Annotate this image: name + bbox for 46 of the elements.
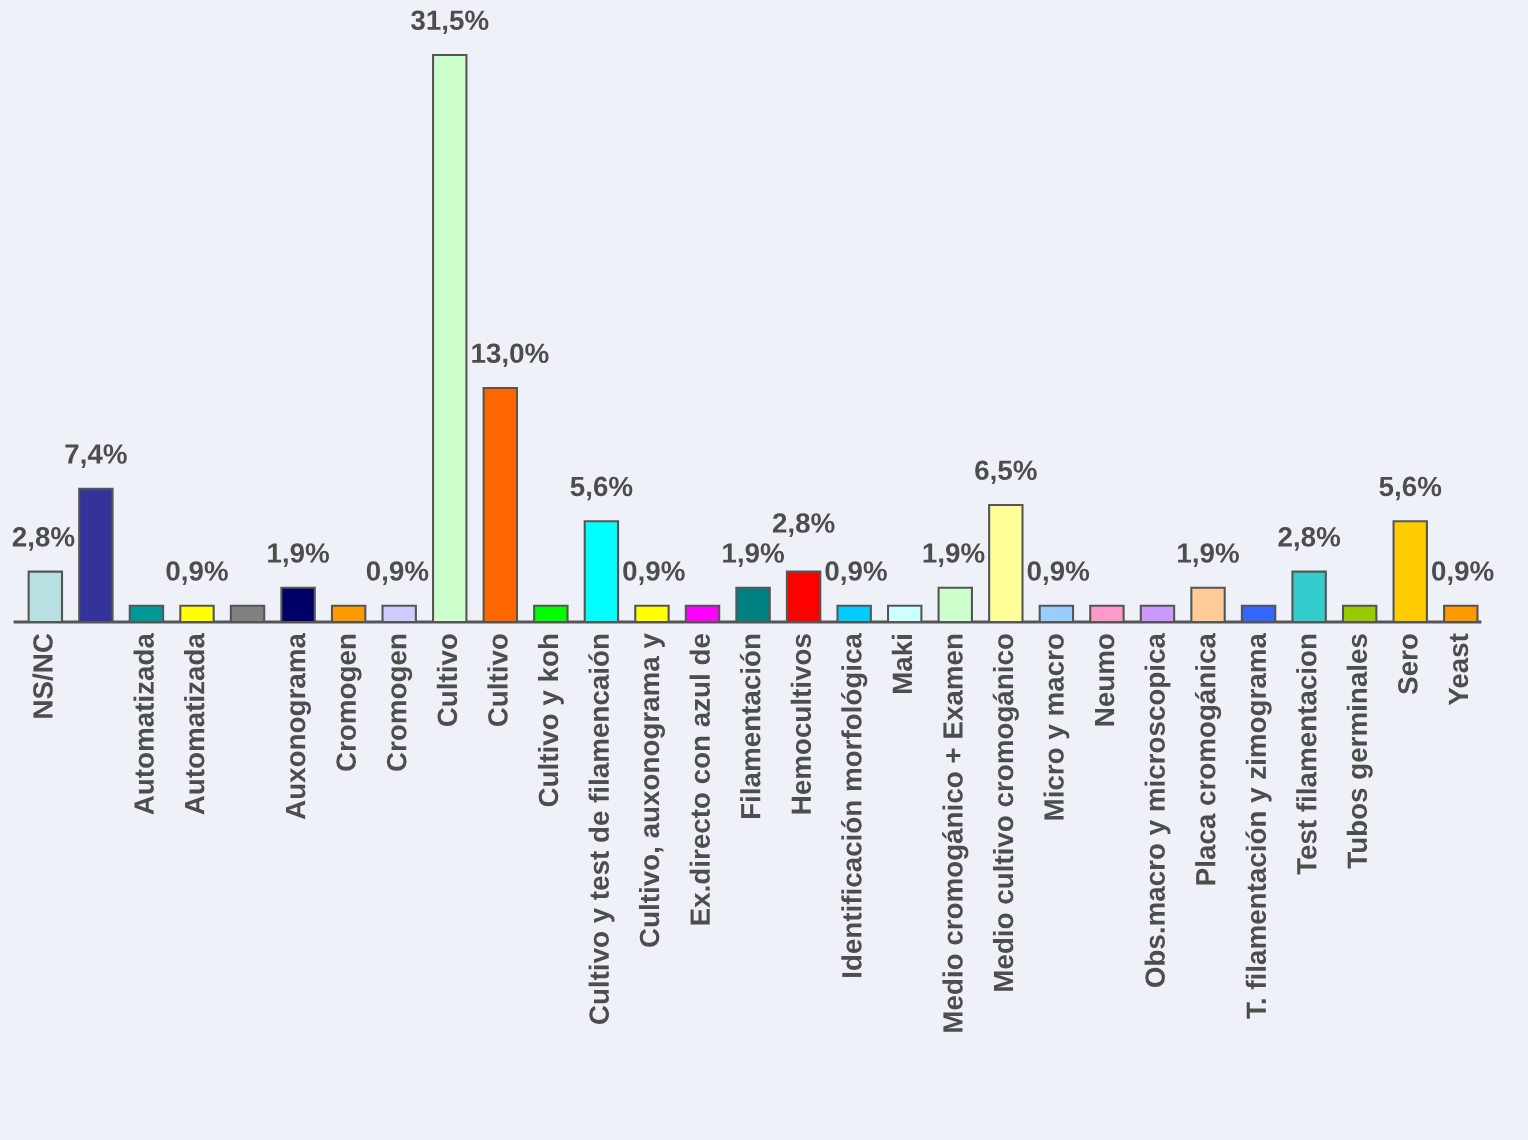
data-label: 1,9% bbox=[1178, 543, 1239, 567]
data-label: 7,4% bbox=[65, 444, 127, 468]
data-label: 13,0% bbox=[472, 343, 549, 368]
x-tick-label: Test filamentacion bbox=[1296, 634, 1317, 875]
x-tick-label: Auxonograma bbox=[286, 632, 312, 820]
x-tick-label: Cultivo, auxonograma y bbox=[638, 633, 665, 947]
x-tick-label: Ex.directo con azul de bbox=[689, 634, 710, 925]
x-tick-label: Medio cultivo cromogánico bbox=[992, 634, 1019, 991]
data-label: 0,9% bbox=[623, 561, 685, 585]
x-tick-label: Obs.macro y microscopica bbox=[1144, 632, 1171, 988]
x-tick-label: Tubos germinales bbox=[1346, 634, 1373, 869]
data-label: 0,9% bbox=[166, 561, 228, 585]
x-tick-label: Yeast bbox=[1448, 633, 1469, 706]
data-label: 1,9% bbox=[723, 543, 784, 567]
x-tick-label: Sero bbox=[1398, 634, 1418, 695]
data-label: 0,9% bbox=[366, 561, 429, 585]
x-tick-label: T. filamentación y zimograma bbox=[1245, 632, 1272, 1019]
data-label: 1,9% bbox=[923, 543, 985, 567]
x-tick-label: Filamentación bbox=[739, 634, 761, 819]
data-label: 2,8% bbox=[772, 513, 835, 537]
data-label: 2,8% bbox=[1278, 526, 1341, 551]
data-label: 2,8% bbox=[12, 526, 75, 551]
x-tick-label: Maki bbox=[891, 635, 913, 693]
x-tick-label: Cromogen bbox=[336, 634, 362, 771]
x-tick-label: Cultivo y test de filamencaión bbox=[588, 634, 615, 1024]
data-label: 0,9% bbox=[1027, 561, 1090, 585]
x-tick-label: Cultivo bbox=[436, 634, 458, 727]
x-tick-label: Neumo bbox=[1095, 634, 1115, 726]
data-label: 5,6% bbox=[570, 476, 633, 501]
data-label: 1,9% bbox=[268, 543, 330, 567]
x-tick-label: Placa cromogánica bbox=[1194, 632, 1222, 885]
data-label: 6,5% bbox=[975, 460, 1037, 485]
x-tick-label: Hemocultivos bbox=[790, 634, 812, 814]
data-label: 5,6% bbox=[1379, 476, 1442, 501]
x-tick-label: Cultivo y koh bbox=[537, 634, 564, 807]
data-label: 31,5% bbox=[411, 10, 489, 35]
x-tick-label: Automatizada bbox=[184, 632, 205, 815]
x-tick-label: Automatizada bbox=[133, 632, 154, 815]
x-tick-label: Identificación morfológica bbox=[841, 632, 868, 977]
x-tick-label: NS/NC bbox=[32, 633, 54, 718]
data-label: 0,9% bbox=[825, 561, 887, 585]
x-tick-label: Cultivo bbox=[487, 634, 508, 727]
x-tick-label: Medio cromogánico + Examen bbox=[942, 634, 969, 1032]
data-label: 0,9% bbox=[1432, 561, 1494, 585]
x-tick-label: Cromogen bbox=[386, 634, 413, 771]
x-tick-label: Micro y macro bbox=[1043, 634, 1070, 820]
